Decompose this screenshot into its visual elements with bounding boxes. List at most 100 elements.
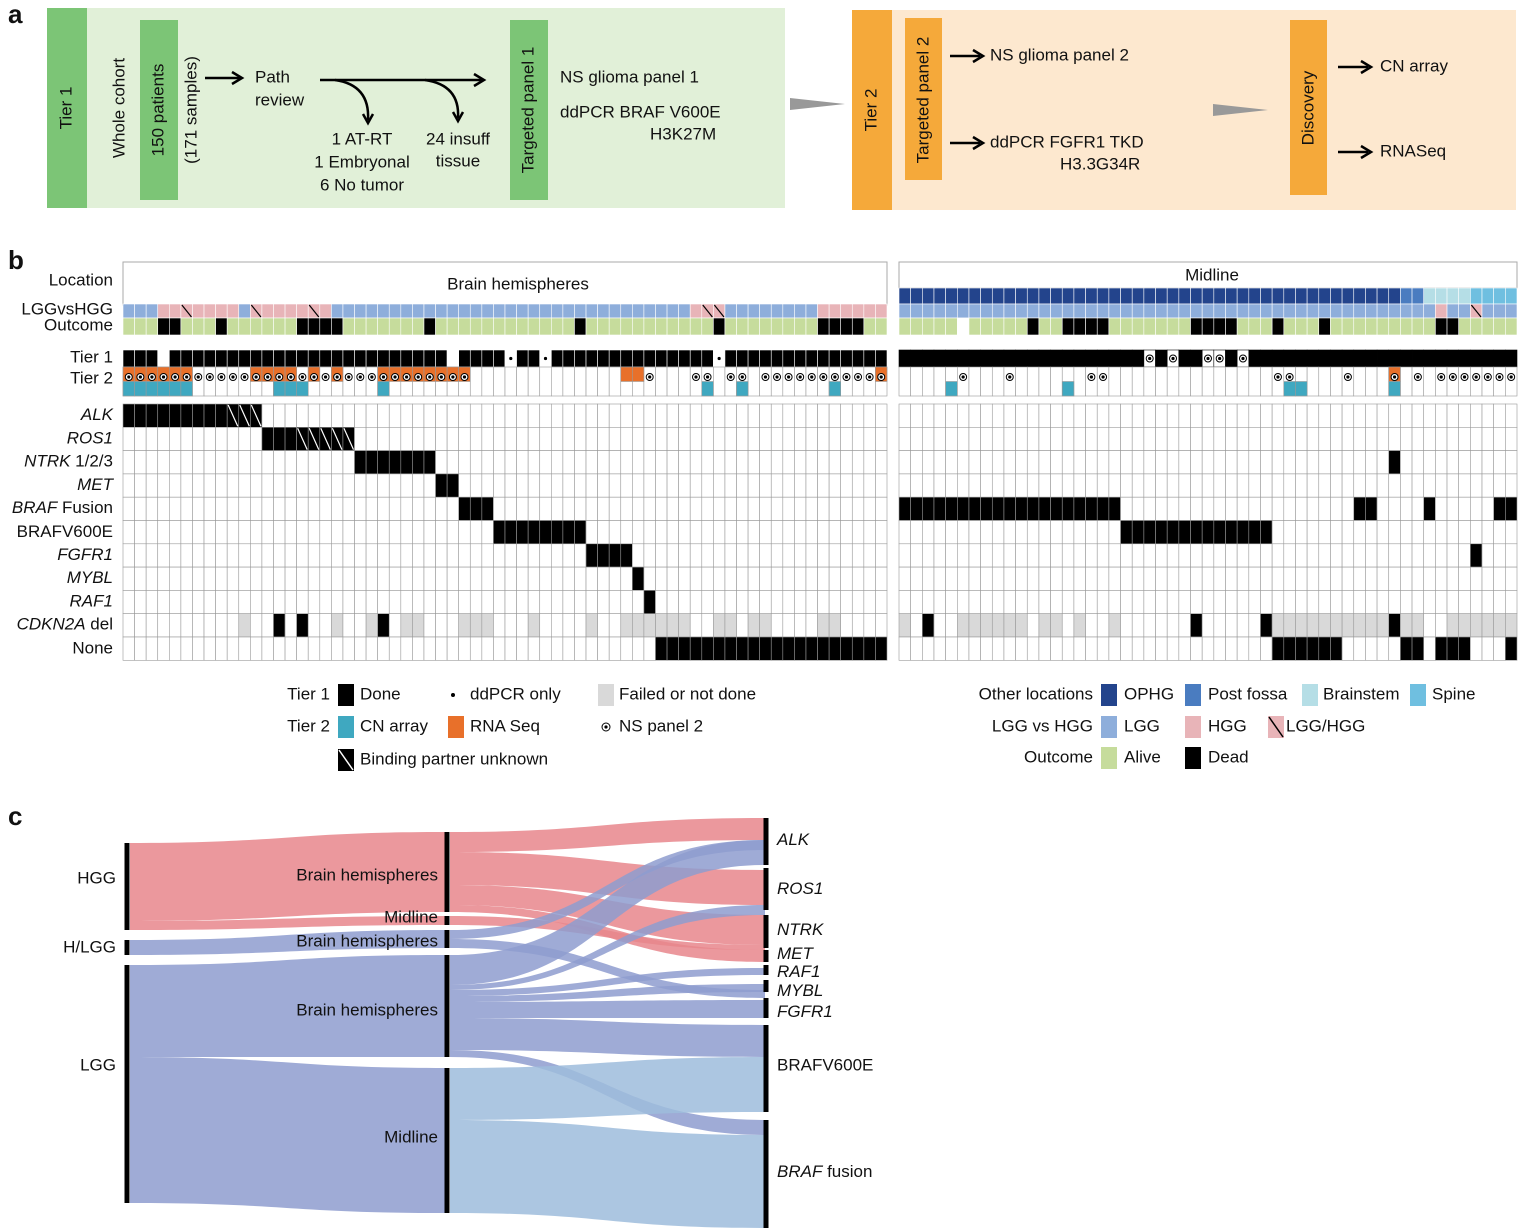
cell [933,403,946,428]
cell [192,543,205,568]
cell [400,590,413,615]
cell [968,317,981,336]
cell [516,520,529,545]
cell [354,566,367,591]
cell [643,317,656,336]
cell [1015,426,1028,451]
cell [273,496,286,521]
dot [266,375,270,379]
cell [388,496,402,521]
cell [828,543,841,568]
dot [1218,356,1222,361]
cell [1248,450,1261,475]
cell [1143,303,1156,319]
cell [1318,543,1331,568]
legend-label: Done [360,684,401,703]
cell [875,403,888,428]
cell [180,450,193,475]
cell [1318,349,1331,368]
cell [192,403,205,428]
gene-label: CDKN2A del [17,615,113,634]
cell [145,303,159,319]
cell [169,520,182,545]
cell [1295,613,1308,638]
cell [1201,426,1215,451]
cell [747,426,760,451]
cell [840,349,853,368]
cell [539,590,552,615]
assay-label: NS glioma panel 1 [560,67,699,86]
cell [805,317,818,336]
cell [1400,450,1413,475]
cell [331,613,344,638]
cell [759,450,772,475]
cell [365,450,378,475]
node-label: FGFR1 [777,1002,833,1021]
cell [1050,636,1063,661]
cell [122,543,135,568]
cell [551,473,564,498]
cell [620,317,633,336]
cell [1306,636,1320,661]
cell [1201,473,1215,498]
cell [1330,613,1343,638]
legend-swatch [1185,747,1201,769]
cell [516,317,529,336]
cell [1015,636,1028,661]
cell [1190,317,1203,336]
cell [527,450,541,475]
cell [1003,426,1016,451]
cell [145,473,159,498]
cell [632,349,645,368]
cell [1423,566,1436,591]
cell [1038,450,1051,475]
cell [655,317,668,336]
legend-label: OPHG [1124,684,1174,703]
cell [307,590,321,615]
cell [1213,403,1226,428]
cell [817,366,830,397]
cell [551,566,564,591]
cell [898,317,911,336]
cell [516,590,529,615]
cell [759,496,772,521]
cell [1108,450,1121,475]
cell [991,590,1005,615]
cell [736,496,749,521]
cell [169,566,182,591]
cell [1411,366,1425,397]
cell [875,426,888,451]
cell [585,317,598,336]
cell [481,317,494,336]
cell [1400,566,1413,591]
cell [1271,543,1285,568]
cell [493,403,506,428]
cell [991,566,1005,591]
cell [1213,317,1226,336]
cell [863,403,876,428]
cell [1435,450,1448,475]
cell [782,566,795,591]
cell [226,590,240,615]
cell [875,636,888,661]
cell [840,636,853,661]
cell [377,566,390,591]
cell [331,303,344,319]
dot [381,375,386,379]
cell [968,636,981,661]
cell [1026,349,1040,368]
cell [1411,520,1425,545]
cell [1073,403,1086,428]
cell [192,520,205,545]
legend-swatch [598,684,614,706]
cell [296,543,309,568]
cell [1295,543,1308,568]
cell [933,566,946,591]
cell [1306,366,1320,397]
cell [481,520,494,545]
cell [689,636,703,661]
cell [1225,520,1238,545]
legend-slash [1268,716,1284,738]
cell [1213,566,1226,591]
cell [1435,520,1448,545]
